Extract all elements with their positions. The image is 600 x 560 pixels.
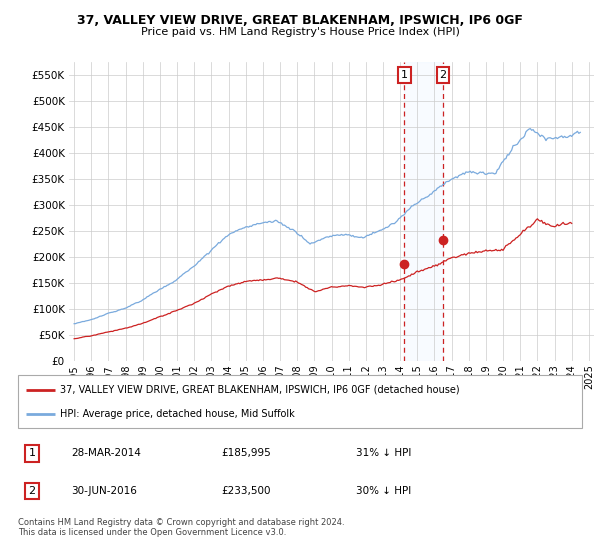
Bar [404, 62, 443, 361]
Text: 28-MAR-2014: 28-MAR-2014 [71, 449, 142, 459]
Text: Price paid vs. HM Land Registry's House Price Index (HPI): Price paid vs. HM Land Registry's House … [140, 27, 460, 37]
Text: 1: 1 [29, 449, 35, 459]
FancyBboxPatch shape [18, 375, 582, 428]
Text: 30% ↓ HPI: 30% ↓ HPI [356, 486, 412, 496]
Text: 37, VALLEY VIEW DRIVE, GREAT BLAKENHAM, IPSWICH, IP6 0GF: 37, VALLEY VIEW DRIVE, GREAT BLAKENHAM, … [77, 14, 523, 27]
Text: 1: 1 [401, 70, 408, 80]
Text: HPI: Average price, detached house, Mid Suffolk: HPI: Average price, detached house, Mid … [60, 409, 295, 419]
Text: £233,500: £233,500 [221, 486, 271, 496]
Text: 30-JUN-2016: 30-JUN-2016 [71, 486, 137, 496]
Text: 2: 2 [439, 70, 446, 80]
Text: 37, VALLEY VIEW DRIVE, GREAT BLAKENHAM, IPSWICH, IP6 0GF (detached house): 37, VALLEY VIEW DRIVE, GREAT BLAKENHAM, … [60, 385, 460, 395]
Text: Contains HM Land Registry data © Crown copyright and database right 2024.
This d: Contains HM Land Registry data © Crown c… [18, 518, 344, 538]
Text: 31% ↓ HPI: 31% ↓ HPI [356, 449, 412, 459]
Text: 2: 2 [29, 486, 35, 496]
Text: £185,995: £185,995 [221, 449, 271, 459]
